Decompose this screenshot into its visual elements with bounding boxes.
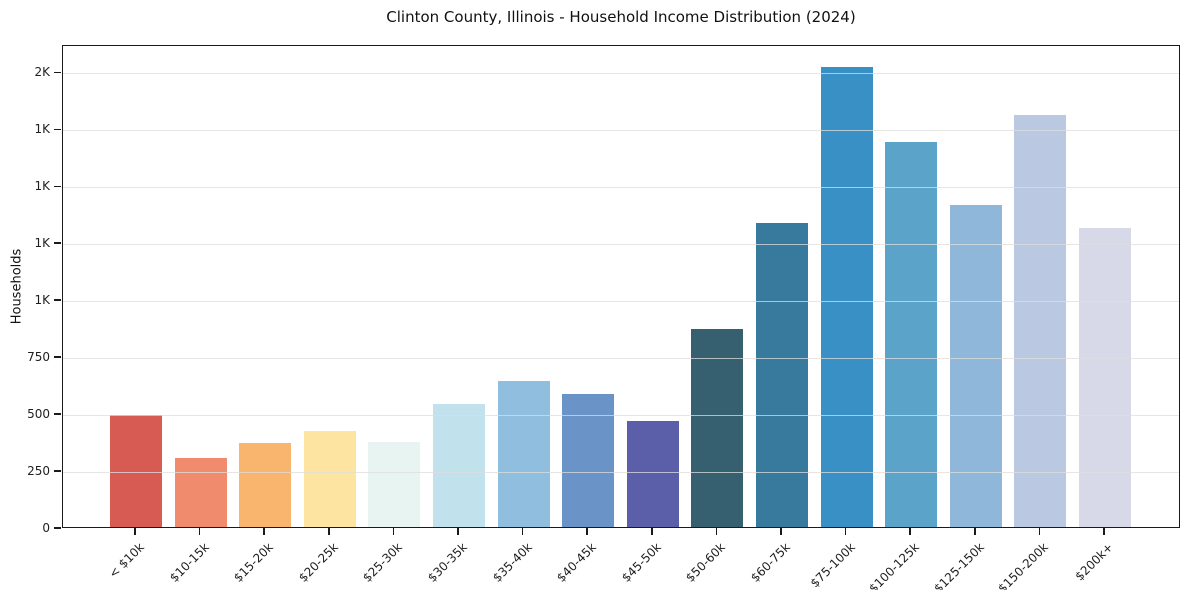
x-tick-mark [715,528,718,535]
bar-200k+ [1079,227,1131,527]
x-tick-label: < $10k [106,540,147,581]
y-tick-mark [54,299,61,301]
x-tick-mark [134,528,136,535]
x-tick-mark [974,528,976,535]
x-tick-mark [909,528,911,535]
bar-25-30k [368,441,421,527]
x-tick-mark [457,528,459,535]
y-tick-label: 1K [34,122,50,137]
bar-15-20k [239,443,292,527]
y-tick-label: 1K [34,179,50,194]
x-tick-mark [521,528,524,535]
y-tick-label: 1K [34,236,50,251]
y-tick-mark [54,185,61,187]
bar-30-35k [433,403,485,527]
bar-40-45k [562,394,615,527]
gridline-1K [63,243,1179,245]
y-tick-label: 750 [27,350,50,365]
y-tick-mark [54,128,61,131]
bar-20-25k [303,430,356,527]
gridline-250 [63,471,1179,473]
gridline-500 [63,414,1179,416]
bar-75-100k [820,66,873,527]
x-tick-mark [651,528,653,535]
bar-10-15k [174,458,227,527]
y-tick-label: 2K [34,65,50,80]
x-tick-mark [844,528,847,535]
y-tick-label: 0 [42,521,50,535]
gridline-1K [63,300,1179,302]
x-tick-mark [263,528,265,535]
y-tick-label: 1K [34,293,50,308]
y-tick-mark [54,356,61,358]
x-tick-mark [198,528,201,535]
x-tick-mark [1103,528,1105,535]
bar-100-125k [885,142,938,527]
y-axis-title: Households [9,248,25,325]
x-tick-mark [392,528,395,535]
y-tick-label: 250 [27,464,50,479]
bar-45-50k [626,421,679,527]
bar-60-75k [756,222,808,527]
bar-50-60k [691,328,744,527]
x-tick-mark [586,528,588,535]
y-tick-mark [54,71,61,74]
gridline-2K [63,72,1179,74]
y-axis-title-box: Households [8,45,26,528]
y-tick-mark [54,527,61,529]
x-tick-mark [780,528,782,535]
bar-35-40k [497,380,550,527]
gridline-750 [63,357,1179,359]
plot-area [62,45,1180,528]
gridline-1K [63,186,1179,188]
bar-10k [110,415,162,527]
gridline-1K [63,129,1179,131]
bar-150-200k [1014,115,1067,527]
x-tick-mark [1038,528,1041,535]
chart-title: Clinton County, Illinois - Household Inc… [386,8,856,26]
bar-125-150k [949,205,1002,527]
x-tick-mark [328,528,330,535]
y-tick-label: 500 [27,407,50,422]
y-tick-mark [54,242,61,244]
y-tick-mark [54,470,61,472]
y-tick-mark [54,413,61,415]
